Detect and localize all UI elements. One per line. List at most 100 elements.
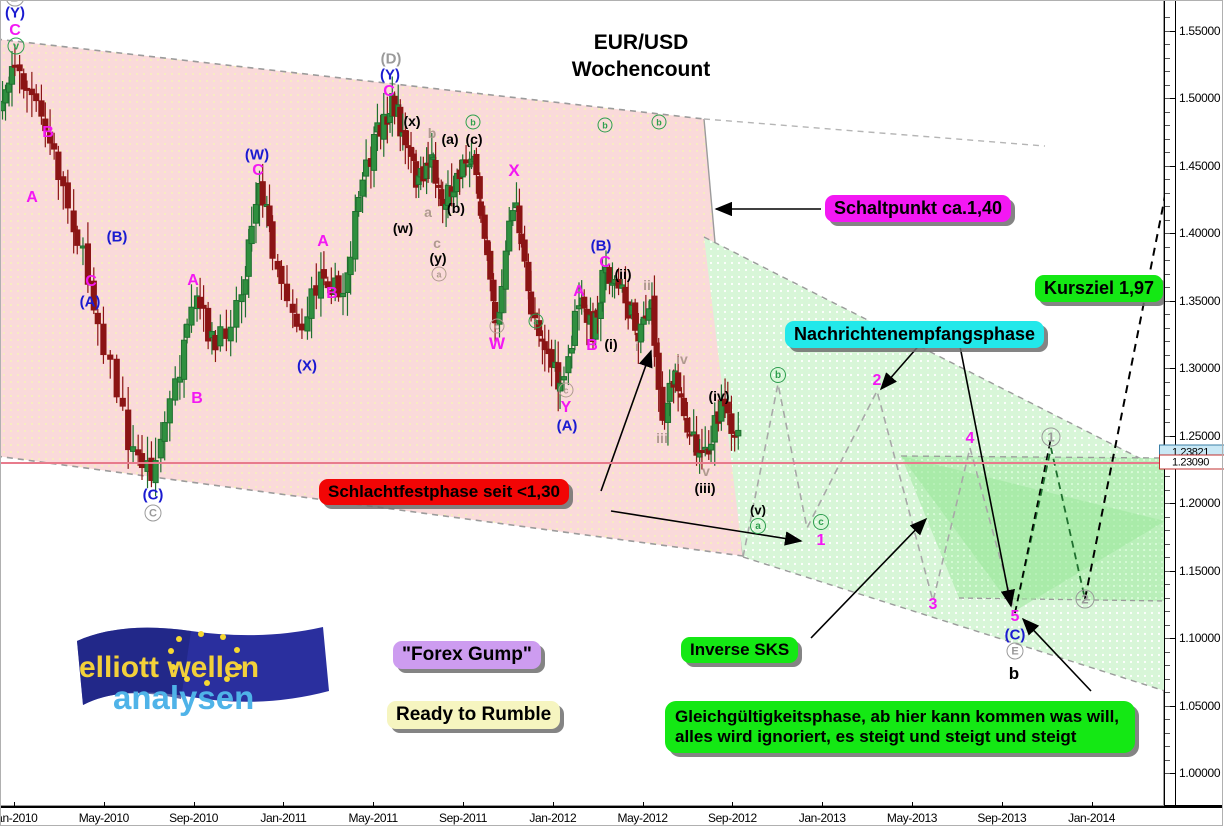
price-tick-label: 1.10000 <box>1179 631 1221 646</box>
price-minor-tick <box>1165 17 1170 19</box>
price-tick <box>1165 165 1175 167</box>
price-minor-tick <box>1165 84 1170 86</box>
price-minor-tick <box>1165 678 1170 680</box>
wave-label-circled: v <box>7 37 25 55</box>
price-minor-tick <box>1165 435 1170 437</box>
chart-title: EUR/USD Wochencount <box>481 29 801 84</box>
price-minor-tick <box>1165 516 1170 518</box>
wave-label: (A) <box>556 417 578 435</box>
price-tick-label: 1.20000 <box>1179 496 1221 511</box>
price-marker-ask[interactable]: 1.23090 <box>1159 454 1224 469</box>
callout-nachrichtenempfangsphase[interactable]: Nachrichtenempfangsphase <box>785 321 1045 349</box>
price-tick <box>1165 570 1175 572</box>
wave-label: (y) <box>429 250 447 266</box>
callout-forex-gump[interactable]: "Forex Gump" <box>393 641 541 670</box>
wave-label: B <box>42 124 54 141</box>
wave-label-circled: 1 <box>1041 427 1061 447</box>
wave-label-circled: 2 <box>1075 589 1095 609</box>
price-minor-tick <box>1165 543 1170 545</box>
callout-gleichgueltigkeitsphase[interactable]: Gleichgültigkeitsphase, ab hier kann kom… <box>665 701 1135 754</box>
date-tick <box>552 802 554 808</box>
callout-kursziel[interactable]: Kursziel 1,97 <box>1035 275 1164 303</box>
price-minor-tick <box>1165 287 1170 289</box>
price-axis-line <box>1175 1 1176 807</box>
price-minor-tick <box>1165 503 1170 505</box>
wave-label: c <box>433 235 441 251</box>
price-minor-tick <box>1165 381 1170 383</box>
price-tick-label: 1.50000 <box>1179 91 1221 106</box>
date-tick <box>103 802 105 808</box>
price-minor-tick <box>1165 530 1170 532</box>
wave-label: (b) <box>447 200 465 216</box>
date-tick <box>463 802 464 808</box>
date-tick <box>912 802 913 808</box>
title-line-2: Wochencount <box>571 58 711 82</box>
price-tick <box>1165 30 1175 32</box>
price-minor-tick <box>1165 165 1170 167</box>
price-minor-tick <box>1165 638 1170 640</box>
date-tick-label: Jan-2012 <box>529 811 577 825</box>
price-minor-tick <box>1165 665 1170 667</box>
date-tick-label: Sep-2012 <box>707 811 757 825</box>
date-tick <box>822 802 824 808</box>
wave-label: (v) <box>750 502 766 518</box>
logo-line-2: analysen <box>113 679 254 716</box>
callout-schlachtfestphase[interactable]: Schlachtfestphase seit <1,30 <box>319 479 569 506</box>
wave-label: C <box>85 273 97 290</box>
price-minor-tick <box>1165 759 1170 761</box>
wave-label: (ii) <box>614 266 632 282</box>
wave-label: (w) <box>392 220 414 236</box>
current-price-line <box>1 461 1165 464</box>
price-tick-label: 1.40000 <box>1179 226 1221 241</box>
callout-ready-to-rumble[interactable]: Ready to Rumble <box>387 701 561 730</box>
wave-label: (W) <box>244 146 270 164</box>
price-minor-tick <box>1165 71 1170 73</box>
wave-label: iv <box>676 351 688 367</box>
date-tick <box>283 802 285 808</box>
price-minor-tick <box>1165 746 1170 748</box>
logo-line-1: elliott wellen <box>79 651 259 684</box>
price-minor-tick <box>1165 327 1170 329</box>
callout-inverse-sks[interactable]: Inverse SKS <box>681 637 799 664</box>
brand-logo: elliott wellen analysen <box>61 619 341 724</box>
price-minor-tick <box>1165 408 1170 410</box>
wave-label: (B) <box>590 237 612 255</box>
wave-label: (x) <box>403 113 421 129</box>
wave-label: b <box>1008 664 1020 683</box>
wave-label: B <box>326 285 338 302</box>
wave-label: (a) <box>441 131 459 147</box>
price-minor-tick <box>1165 206 1170 208</box>
callout-schaltpunkt[interactable]: Schaltpunkt ca.1,40 <box>825 195 1012 223</box>
wave-label: a <box>424 204 432 220</box>
date-tick-label: May-2013 <box>886 811 938 825</box>
wave-label: (C) <box>1004 626 1026 644</box>
wave-label: (C) <box>142 486 164 504</box>
date-tick <box>1091 802 1093 808</box>
price-tick <box>1165 503 1175 505</box>
wave-label: A <box>187 272 199 289</box>
projection-zigzag-2 <box>1014 447 1086 614</box>
wave-label-circled: b <box>651 114 667 130</box>
price-tick <box>1165 300 1175 302</box>
price-minor-tick <box>1165 368 1170 370</box>
wave-label-circled: a <box>528 313 544 329</box>
price-tick-label: 1.05000 <box>1179 698 1221 713</box>
date-tick-label: Jan-2011 <box>260 811 307 825</box>
price-minor-tick <box>1165 557 1170 559</box>
price-minor-tick <box>1165 246 1170 248</box>
price-axis[interactable]: 1.55000 1.50000 1.45000 1.40000 1.35000 1.300… <box>1159 0 1224 807</box>
price-tick <box>1165 705 1175 707</box>
projection-zigzag <box>742 383 1016 614</box>
wave-label-circled: c <box>489 318 505 334</box>
wave-label: C <box>383 83 395 100</box>
wave-label: B <box>586 337 598 354</box>
wave-label-circled: c <box>813 514 829 530</box>
wave-label: ii <box>643 277 651 293</box>
wave-label: A <box>26 189 38 206</box>
price-tick-label: 1.25000 <box>1179 428 1221 443</box>
wave-label: (iv) <box>708 388 730 404</box>
date-axis[interactable]: Jan-2010 May-2010 Sep-2010 Jan-2011 May-2011… <box>0 802 1223 826</box>
wave-label: (B) <box>106 228 128 246</box>
price-tick <box>1165 773 1175 775</box>
wave-label: A <box>317 233 329 250</box>
